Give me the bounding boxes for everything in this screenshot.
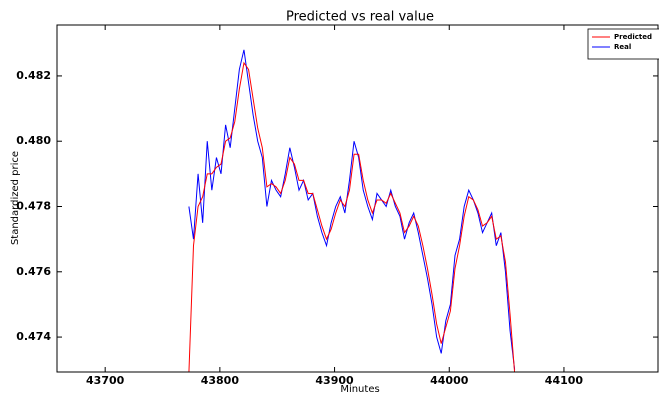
axes-frame — [56, 24, 659, 373]
series-line — [188, 61, 516, 372]
legend-box — [587, 28, 659, 60]
x-tick-label: 43800 — [201, 374, 240, 387]
x-tick-label: 43900 — [315, 374, 354, 387]
legend-label: Predicted — [614, 33, 652, 41]
series-line — [188, 49, 516, 370]
x-axis-label: Minutes — [340, 384, 379, 394]
y-axis-label: Standardized price — [10, 151, 21, 245]
x-tick-label: 44000 — [430, 374, 469, 387]
plot-area — [188, 49, 516, 372]
y-tick-label: 0.482 — [16, 69, 51, 82]
y-tick-label: 0.476 — [16, 265, 51, 278]
y-tick-label: 0.478 — [16, 199, 51, 212]
x-tick-label: 43700 — [86, 374, 125, 387]
chart-title: Predicted vs real value — [286, 10, 434, 25]
y-tick-label: 0.474 — [16, 330, 51, 343]
legend-label: Real — [614, 43, 631, 51]
x-tick-label: 44100 — [545, 374, 584, 387]
y-tick-label: 0.480 — [16, 134, 51, 147]
